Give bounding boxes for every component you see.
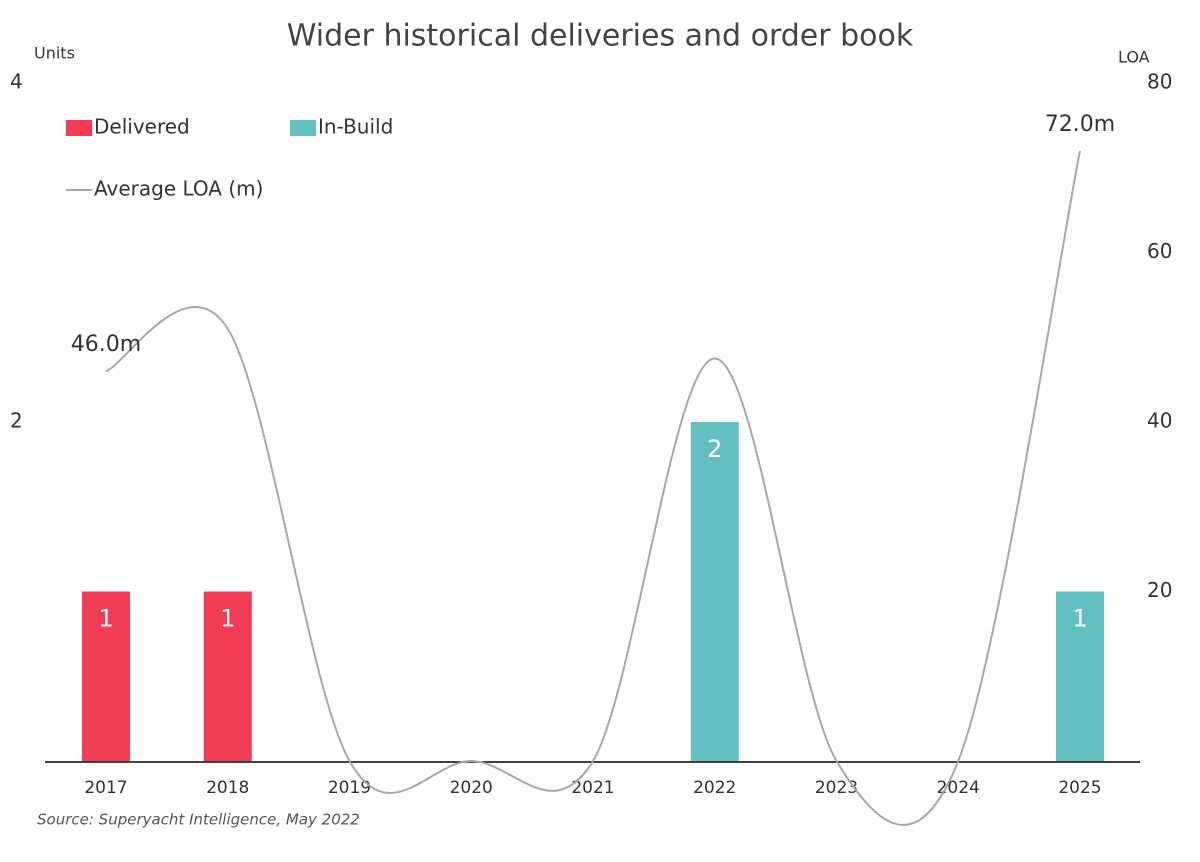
x-tick-label: 2025 (1058, 778, 1101, 798)
x-tick-label: 2021 (571, 778, 614, 798)
chart-title: Wider historical deliveries and order bo… (287, 19, 914, 54)
line-label: 72.0m (1045, 112, 1115, 137)
y-tick-label: 4 (10, 70, 23, 94)
bar-label: 1 (1072, 605, 1087, 633)
x-tick-label: 2023 (815, 778, 858, 798)
y-axis-label: Units (34, 44, 75, 63)
bar-label: 2 (707, 435, 722, 463)
line-label: 46.0m (71, 332, 141, 357)
x-tick-label: 2019 (328, 778, 371, 798)
y2-axis-label: LOA (1118, 48, 1150, 67)
x-tick-label: 2022 (693, 778, 736, 798)
y2-tick-label: 60 (1147, 239, 1172, 263)
x-tick-label: 2018 (206, 778, 249, 798)
legend-label: Delivered (94, 115, 190, 139)
bar-label: 1 (220, 605, 235, 633)
x-tick-label: 2017 (84, 778, 127, 798)
x-tick-label: 2024 (937, 778, 980, 798)
bar (82, 591, 130, 761)
y2-tick-label: 40 (1147, 409, 1172, 433)
x-tick-label: 2020 (450, 778, 493, 798)
bar (690, 422, 739, 761)
source: Source: Superyacht Intelligence, May 202… (37, 811, 360, 829)
y-tick-label: 2 (10, 409, 23, 433)
bar (203, 591, 252, 761)
bar (1056, 591, 1104, 761)
legend-label: In-Build (318, 115, 393, 139)
y2-tick-label: 80 (1147, 70, 1172, 94)
bar-label: 1 (98, 605, 113, 633)
line (105, 150, 1081, 826)
legend-label: Average LOA (m) (94, 177, 263, 201)
y2-tick-label: 20 (1147, 578, 1172, 602)
legend-swatch (66, 120, 92, 136)
legend-swatch (290, 120, 316, 136)
